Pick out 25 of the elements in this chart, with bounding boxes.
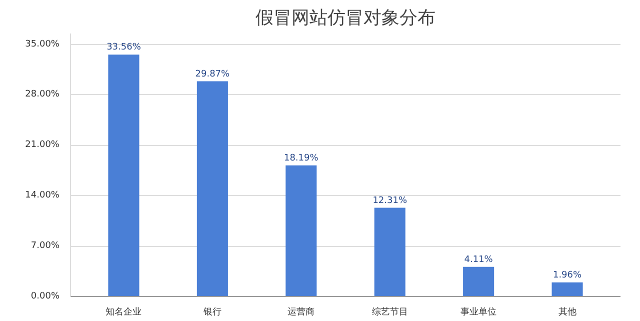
data-label: 4.11% <box>464 254 494 265</box>
data-label: 12.31% <box>372 196 408 206</box>
x-tick-label: 其他 <box>558 306 576 318</box>
y-tick-label: 35.00% <box>25 39 60 50</box>
bar <box>108 54 140 296</box>
data-label: 1.96% <box>552 270 582 280</box>
x-tick-label: 银行 <box>202 306 222 318</box>
y-tick-label: 28.00% <box>25 90 60 100</box>
bar <box>196 81 228 296</box>
x-tick-label: 事业单位 <box>460 306 497 318</box>
x-tick-label: 运营商 <box>288 306 315 318</box>
data-label: 29.87% <box>195 69 230 80</box>
data-label: 18.19% <box>284 153 319 164</box>
x-tick-label: 知名企业 <box>106 306 142 318</box>
y-tick-label: 21.00% <box>25 140 60 150</box>
y-tick-label: 7.00% <box>30 241 60 252</box>
bar <box>463 266 494 296</box>
bar <box>286 165 317 296</box>
bar <box>552 282 583 296</box>
x-tick-label: 综艺节目 <box>372 306 408 318</box>
chart-title: 假冒网站仿冒对象分布 <box>256 8 436 28</box>
data-label: 33.56% <box>106 42 142 53</box>
y-tick-label: 14.00% <box>25 190 60 201</box>
bar <box>374 208 406 296</box>
y-tick-label: 0.00% <box>30 292 60 302</box>
